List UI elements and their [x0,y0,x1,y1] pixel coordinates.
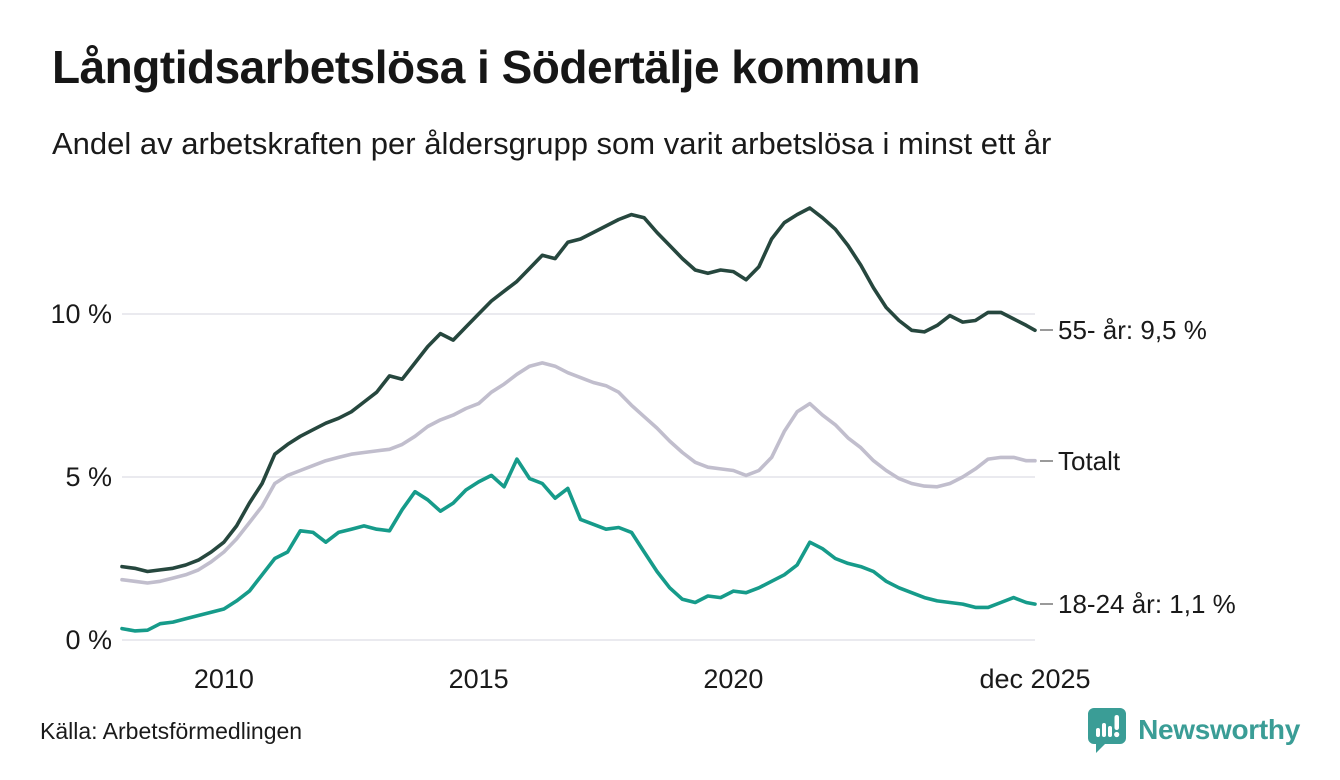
series-end-label-totalt: Totalt [1040,445,1120,477]
leader-dash-icon [1040,459,1053,462]
x-axis-tick-label: 2010 [194,664,254,694]
series-end-label-text: 55- år: 9,5 % [1058,315,1207,346]
newsworthy-bubble-chart-icon [1088,708,1127,753]
line-chart-svg: 0 % 5 % 10 % 2010 2015 2020 dec 2025 [50,206,1091,694]
series-end-label-text: Totalt [1058,445,1121,476]
leader-dash-icon [1040,329,1053,332]
source-note: Källa: Arbetsförmedlingen [40,718,303,744]
series-end-label-text: 18-24 år: 1,1 % [1058,589,1236,620]
x-axis-tick-label: 2020 [703,664,763,694]
x-axis-tick-label: dec 2025 [979,664,1090,694]
series-line-Totalt [120,361,1037,585]
leader-dash-icon [1040,603,1053,606]
y-axis-tick-label: 10 % [50,299,112,329]
chart-subtitle: Andel av arbetskraften per åldersgrupp s… [52,126,1052,161]
series-end-label-18-24-ar: 18-24 år: 1,1 % [1040,588,1236,620]
series-line-55--år [120,206,1037,574]
y-axis-tick-label: 0 % [65,625,112,655]
line-chart-area: 0 % 5 % 10 % 2010 2015 2020 dec 2025 55- år: 9… [50,206,1236,694]
series-line-18-24-år [120,457,1037,633]
x-axis-tick-label: 2015 [449,664,509,694]
newsworthy-wordmark: Newsworthy [1138,714,1300,745]
chart-title: Långtidsarbetslösa i Södertälje kommun [52,41,920,93]
newsworthy-logo: Newsworthy [1086,706,1300,754]
series-end-label-55-ar: 55- år: 9,5 % [1040,314,1207,346]
y-axis-tick-label: 5 % [65,462,112,492]
